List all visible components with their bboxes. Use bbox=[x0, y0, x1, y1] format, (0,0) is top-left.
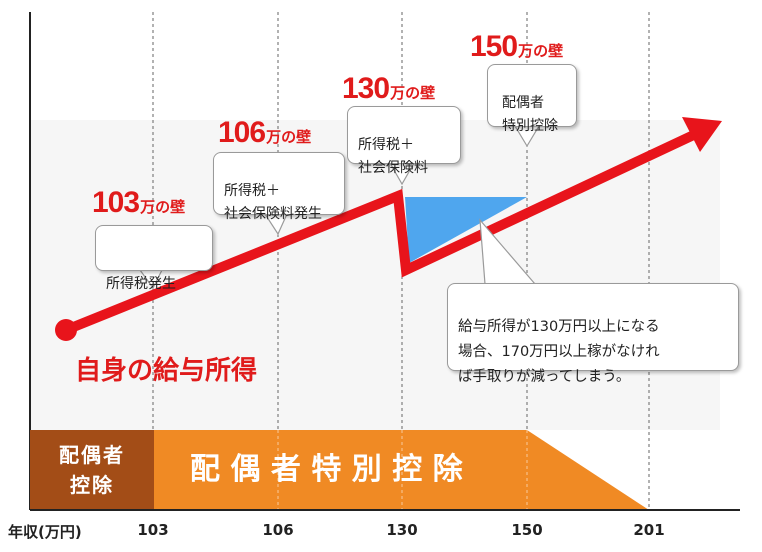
income-loss-area bbox=[405, 197, 527, 263]
wall-unit-106: 万の壁 bbox=[266, 129, 312, 146]
spouse-special-deduction-label: 配 偶 者 特 別 控 除 bbox=[190, 452, 463, 487]
tick-label-150: 150 bbox=[511, 521, 543, 539]
wall-unit-130: 万の壁 bbox=[390, 85, 436, 102]
note-callout: 給与所得が130万円以上になる 場合、170万円以上稼がなけれ ば手取りが減って… bbox=[447, 283, 739, 385]
callout-150: 配偶者 特別控除 bbox=[487, 64, 577, 134]
wall-number-130: 130 bbox=[342, 72, 390, 105]
tick-label-106: 106 bbox=[262, 521, 294, 539]
tick-label-201: 201 bbox=[633, 521, 665, 539]
callout-103: 所得税発生 bbox=[95, 225, 213, 292]
tick-label-130: 130 bbox=[386, 521, 418, 539]
wall-title-150: 150万の壁 bbox=[470, 30, 563, 64]
income-arrowhead bbox=[682, 117, 722, 152]
wall-unit-103: 万の壁 bbox=[140, 199, 186, 216]
callout-106: 所得税＋ 社会保険料発生 bbox=[213, 152, 345, 222]
spouse-deduction-label: 配偶者 控除 bbox=[59, 443, 125, 497]
wall-number-150: 150 bbox=[470, 30, 518, 63]
callout-text-106: 所得税＋ 社会保険料発生 bbox=[224, 183, 322, 222]
axis-label: 年収(万円) bbox=[8, 523, 82, 541]
note-text: 給与所得が130万円以上になる 場合、170万円以上稼がなけれ ば手取りが減って… bbox=[458, 319, 660, 385]
wall-title-106: 106万の壁 bbox=[218, 116, 311, 150]
callout-text-103: 所得税発生 bbox=[106, 276, 176, 292]
wall-title-130: 130万の壁 bbox=[342, 72, 435, 106]
callout-130: 所得税＋ 社会保険料 bbox=[347, 106, 461, 176]
spouse-deduction-bar bbox=[30, 430, 154, 510]
wall-title-103: 103万の壁 bbox=[92, 186, 185, 220]
income-label: 自身の給与所得 bbox=[75, 356, 258, 386]
income-start-dot bbox=[55, 319, 77, 341]
wall-number-103: 103 bbox=[92, 186, 140, 219]
wall-unit-150: 万の壁 bbox=[518, 43, 564, 60]
tick-label-103: 103 bbox=[137, 521, 169, 539]
callout-text-130: 所得税＋ 社会保険料 bbox=[358, 137, 428, 176]
guide-lines-overlay bbox=[277, 430, 528, 510]
income-line bbox=[64, 127, 703, 335]
callout-text-150: 配偶者 特別控除 bbox=[502, 95, 558, 134]
wall-number-106: 106 bbox=[218, 116, 266, 149]
